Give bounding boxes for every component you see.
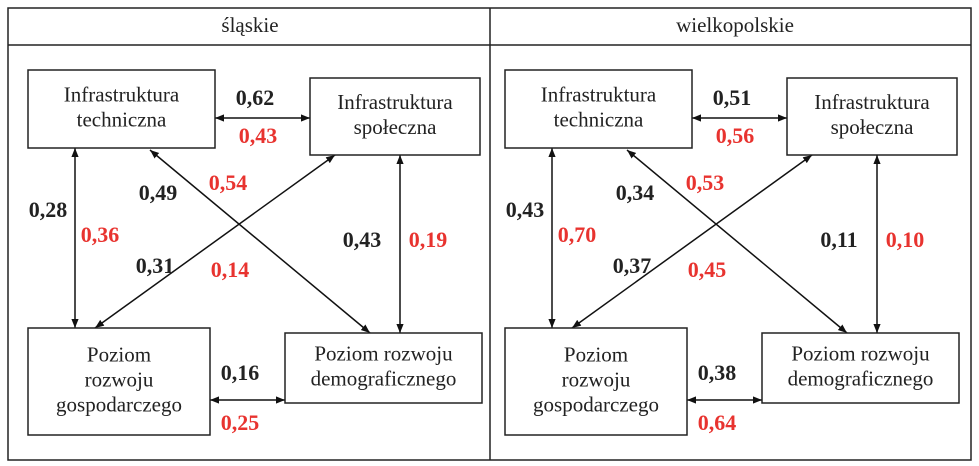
arrow xyxy=(626,149,848,334)
node-box xyxy=(761,332,960,404)
panel-title: śląskie xyxy=(221,13,278,37)
node-label: Poziom xyxy=(87,342,151,366)
node-label: rozwoju xyxy=(562,367,631,391)
value-black: 0,28 xyxy=(29,197,68,222)
node-label: społeczna xyxy=(354,115,437,139)
value-black: 0,34 xyxy=(616,180,655,205)
value-red: 0,64 xyxy=(698,410,737,435)
node-box xyxy=(284,332,483,404)
node-box xyxy=(309,77,481,156)
node-label: Infrastruktura xyxy=(337,90,453,114)
value-red: 0,53 xyxy=(686,170,725,195)
value-red: 0,45 xyxy=(688,257,727,282)
node-label: Poziom rozwoju xyxy=(314,341,453,365)
node-label: demograficznego xyxy=(788,366,934,390)
node-box xyxy=(786,77,958,156)
panel-title: wielkopolskie xyxy=(676,13,794,37)
value-black: 0,31 xyxy=(136,253,175,278)
value-red: 0,54 xyxy=(209,170,248,195)
value-black: 0,49 xyxy=(139,180,178,205)
value-black: 0,43 xyxy=(343,227,382,252)
arrow xyxy=(149,149,371,334)
value-black: 0,62 xyxy=(236,85,275,110)
value-black: 0,51 xyxy=(713,85,752,110)
node-label: techniczna xyxy=(77,107,167,131)
node-box xyxy=(504,69,693,149)
node-label: rozwoju xyxy=(85,367,154,391)
value-red: 0,25 xyxy=(221,410,260,435)
node-label: demograficznego xyxy=(311,366,457,390)
value-black: 0,16 xyxy=(221,360,260,385)
value-red: 0,10 xyxy=(886,227,925,252)
node-box xyxy=(504,327,688,436)
node-label: gospodarczego xyxy=(533,392,659,416)
arrow xyxy=(571,154,813,329)
node-box xyxy=(27,69,216,149)
value-red: 0,19 xyxy=(409,227,448,252)
node-label: Infrastruktura xyxy=(814,90,930,114)
value-black: 0,37 xyxy=(613,253,652,278)
arrow xyxy=(94,154,336,329)
value-black: 0,43 xyxy=(506,197,545,222)
node-label: gospodarczego xyxy=(56,392,182,416)
node-label: Poziom rozwoju xyxy=(791,341,930,365)
node-box xyxy=(27,327,211,436)
value-red: 0,14 xyxy=(211,257,250,282)
value-red: 0,43 xyxy=(239,123,278,148)
value-black: 0,38 xyxy=(698,360,737,385)
value-red: 0,56 xyxy=(716,123,755,148)
node-label: społeczna xyxy=(831,115,914,139)
value-red: 0,70 xyxy=(558,222,597,247)
node-label: techniczna xyxy=(554,107,644,131)
node-label: Infrastruktura xyxy=(64,82,180,106)
value-black: 0,11 xyxy=(820,227,857,252)
node-label: Infrastruktura xyxy=(541,82,657,106)
node-label: Poziom xyxy=(564,342,628,366)
value-red: 0,36 xyxy=(81,222,120,247)
